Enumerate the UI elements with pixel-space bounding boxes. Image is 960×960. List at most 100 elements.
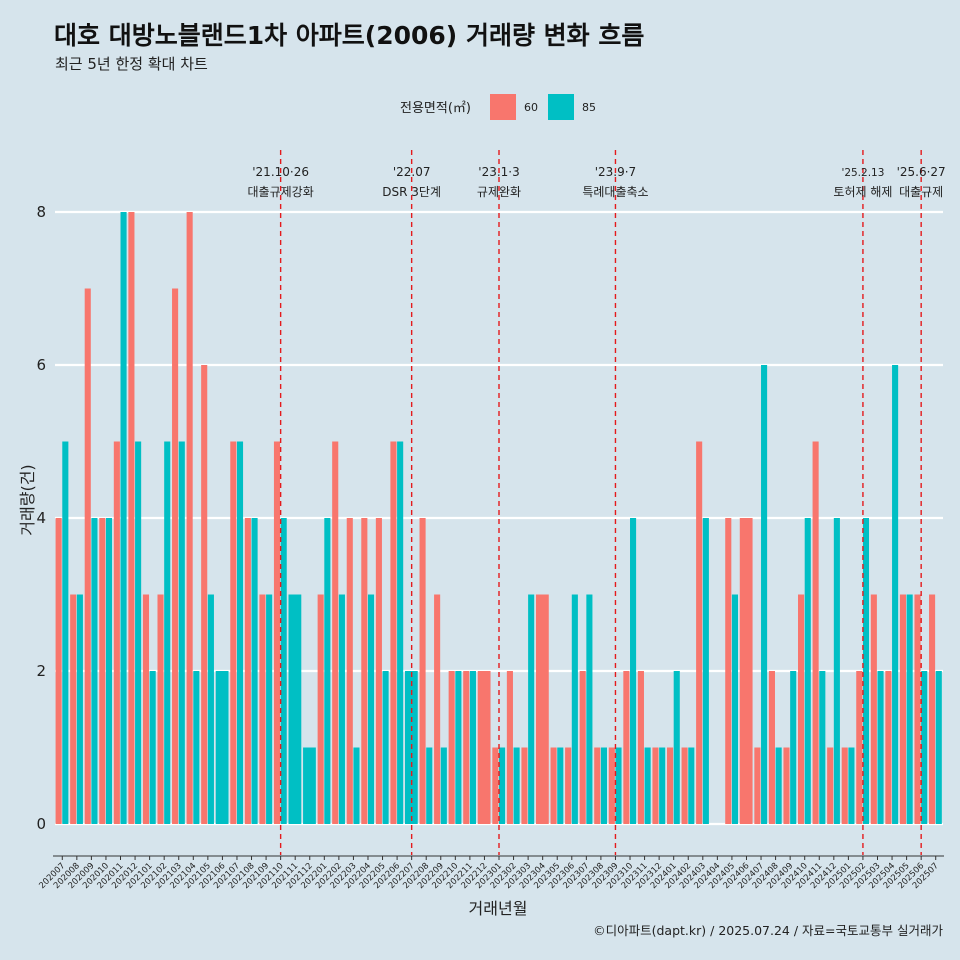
bar-85-202209 [440,747,447,824]
y-tick-label: 2 [36,662,46,680]
bar-60-202405 [725,518,732,824]
event-name-label: 대출규제강화 [248,185,314,199]
bar-60-202507 [929,594,936,824]
bar-85-202007 [62,441,69,824]
bar-60-202309 [608,747,615,824]
event-date-label: '25.6·27 [897,165,946,179]
bar-60-202203 [346,518,353,824]
legend-swatch-60 [490,94,516,120]
event-date-label: '23.1·3 [478,165,519,179]
legend-swatch-85 [548,94,574,120]
event-name-label: 대출규제 [899,185,943,199]
bar-85-202107 [236,441,244,824]
y-tick-label: 4 [36,509,46,527]
bar-85-202306 [571,594,578,824]
bar-60-202307 [579,671,586,824]
bar-60-202412 [827,747,834,824]
caption: ©디아파트(dapt.kr) / 2025.07.24 / 자료=국토교통부 실… [593,923,943,938]
bar-85-202104 [193,671,200,824]
bar-60-202008 [70,594,77,824]
y-axis-ticks: 0 2 4 6 8 [36,203,46,833]
bar-85-202504 [892,365,899,824]
bar-85-202405 [731,594,739,824]
legend-label-85: 85 [582,101,596,114]
bar-60-202110 [273,441,281,824]
bar-60-202109 [259,594,266,824]
bar-60-202210 [448,671,455,824]
bar-85-202505 [906,594,913,824]
bar-85-202401 [673,671,680,824]
bar-60-202101 [142,594,150,824]
chart-subtitle: 최근 5년 한정 확대 차트 [55,55,208,73]
bar-85-202204 [367,594,375,824]
event-markers: '21.10·26 대출규제강화 '22.07 DSR 3단계 '23.1·3 규제완화 '… [248,150,946,855]
bar-60-202007 [55,518,62,824]
bar-60-202305 [550,747,557,824]
bar-85-202105 [207,594,214,824]
bar-60-202506 [914,594,921,824]
bar-85-202502 [862,518,870,824]
y-axis-label: 거래량(건) [18,464,37,535]
bar-85-202112 [303,747,316,824]
bar-85-202011 [120,212,127,824]
bar-85-202409 [790,671,797,824]
x-axis-ticks: 2020072020082020092020102020112020122021… [37,856,941,891]
bar-85-202208 [426,747,433,824]
bar-60-202402 [681,747,688,824]
bar-60-202107 [230,441,237,824]
bar-60-202102 [157,594,164,824]
bar-60-202410 [798,594,805,824]
bar-85-202303 [528,594,535,824]
bar-60-202504 [885,671,892,824]
bar-85-202205 [382,671,389,824]
bar-85-202101 [149,671,156,824]
bar-85-202507 [935,671,942,824]
bar-85-202109 [266,594,273,824]
bar-60-202503 [870,594,877,824]
bar-85-202111 [288,594,302,824]
event-date-label: '21.10·26 [252,165,309,179]
bar-60-202312 [652,747,659,824]
bar-60-202009 [84,288,91,824]
bar-60-202403 [696,441,703,824]
event-name-label: 토허제 해제 [833,185,892,199]
bar-60-202310 [623,671,630,824]
y-tick-label: 8 [36,203,46,221]
legend-title: 전용면적(㎡) [400,101,471,116]
bar-60-202104 [186,212,193,824]
bar-85-202503 [877,671,884,824]
bar-60-202103 [172,288,179,824]
bar-85-202012 [135,441,142,824]
bar-60-202411 [812,441,819,824]
bar-60-202205 [375,518,382,824]
bar-85-202210 [455,671,462,824]
bar-60-202407 [754,747,761,824]
bar-60-202406 [739,518,753,824]
bar-85-202403 [702,518,709,824]
legend: 전용면적(㎡) 60 85 [400,94,596,120]
bar-85-202203 [353,747,360,824]
bar-85-202010 [105,518,113,824]
bar-85-202106 [215,671,229,824]
bar-85-202302 [513,747,520,824]
event-date-label: '22.07 [393,165,431,179]
bar-85-202312 [659,747,666,824]
bar-60-202012 [128,212,135,824]
bar-60-202501 [841,747,848,824]
bar-60-202201 [317,594,324,824]
bar-60-202204 [361,518,368,824]
bar-85-202402 [688,747,695,824]
bar-85-202201 [324,518,331,824]
bar-85-202110 [280,518,287,824]
bar-85-202412 [833,518,840,824]
bar-60-202304 [535,594,549,824]
bar-60-202303 [521,747,528,824]
bar-60-202212 [477,671,491,824]
bar-85-202308 [600,747,607,824]
bar-85-202211 [469,671,476,824]
bar-60-202108 [244,518,251,824]
event-name-label: 특례대출축소 [582,185,648,199]
bar-60-202505 [899,594,907,824]
bar-60-202202 [332,441,339,824]
